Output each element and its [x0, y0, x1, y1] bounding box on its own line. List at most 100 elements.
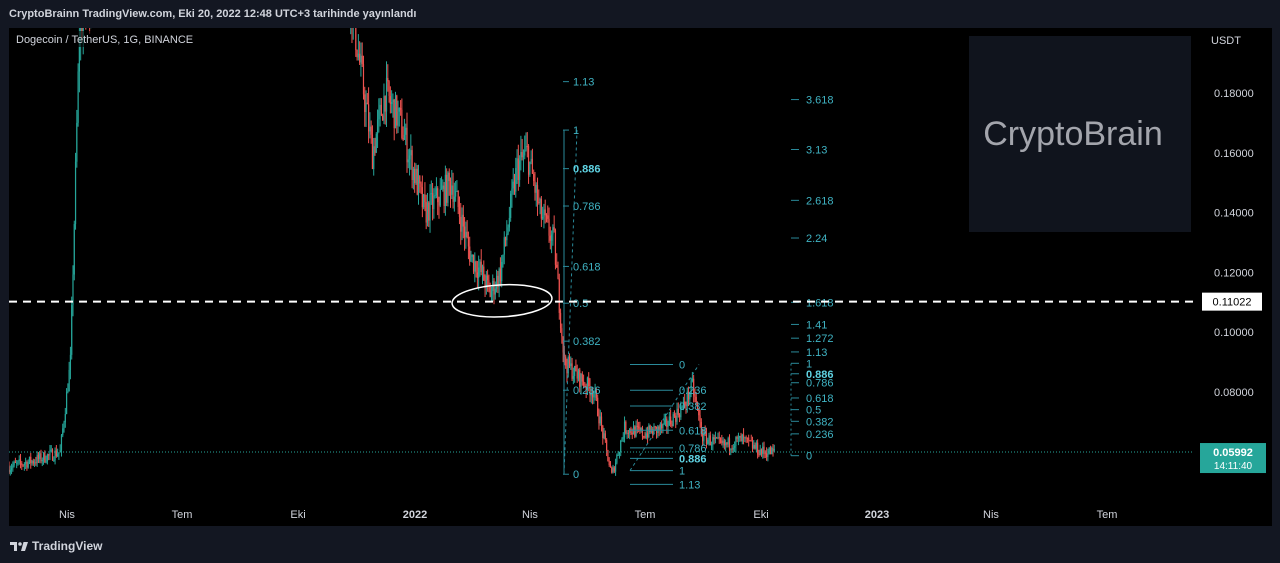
- candle: [723, 438, 725, 450]
- candle: [415, 163, 417, 185]
- candle: [380, 98, 383, 117]
- candle: [371, 125, 374, 170]
- candle: [663, 413, 665, 426]
- candle: [535, 182, 537, 207]
- candle: [389, 86, 391, 114]
- candle: [576, 364, 578, 383]
- price-tick-label: 0.12000: [1214, 267, 1254, 279]
- candle: [609, 461, 612, 468]
- candle: [661, 420, 663, 434]
- candle: [36, 451, 38, 467]
- candle: [524, 135, 526, 160]
- chart-frame[interactable]: 1.13 1 0.886 0.786 0.618 0.5 0.382 0.236 0 3.618 3…: [9, 28, 1272, 526]
- fib-level-label: 0.382: [573, 336, 601, 348]
- candle: [690, 377, 692, 398]
- candle: [603, 427, 605, 440]
- candle: [50, 445, 52, 453]
- candle: [736, 435, 738, 443]
- last-price-label: 0.05992: [1213, 447, 1253, 459]
- candle: [771, 446, 773, 455]
- price-chart[interactable]: 1.1310.8860.7860.6180.50.3820.23603.6183…: [9, 28, 1272, 526]
- candle: [520, 135, 522, 171]
- candle: [360, 42, 362, 77]
- footer: TradingView: [0, 527, 1280, 563]
- tradingview-logo-icon: [10, 542, 28, 552]
- candle: [684, 393, 686, 409]
- fib-level-label: 1.41: [806, 319, 827, 331]
- candle: [682, 396, 685, 411]
- candle: [25, 457, 27, 469]
- candle: [28, 456, 31, 465]
- candle: [392, 93, 394, 118]
- fib-level-label: 0.618: [573, 261, 601, 273]
- fib-level-label: 1.618: [806, 297, 834, 309]
- fib-level-label: 1: [679, 466, 685, 478]
- candle: [44, 450, 46, 464]
- candle: [579, 367, 581, 393]
- candle: [602, 424, 604, 445]
- candle: [626, 430, 628, 439]
- candle: [714, 431, 717, 444]
- candle: [635, 420, 637, 438]
- candle: [379, 97, 381, 127]
- candle: [475, 260, 477, 278]
- candle: [676, 402, 678, 425]
- candle: [442, 179, 444, 192]
- fib-level-label: 0: [806, 451, 812, 463]
- candle: [359, 41, 361, 66]
- candle: [757, 439, 759, 459]
- candle: [457, 190, 459, 215]
- candle: [666, 416, 668, 434]
- support-ellipse-annotation: [451, 283, 553, 318]
- price-tick-label: 0.10000: [1214, 327, 1254, 339]
- last-price-badge: 0.05992 14:11:40: [1200, 443, 1266, 474]
- candle: [531, 148, 534, 174]
- candle: [737, 432, 740, 446]
- candle: [396, 94, 398, 134]
- candle: [618, 451, 621, 459]
- fib-level-label: 0.382: [679, 401, 707, 413]
- candle: [703, 428, 705, 446]
- candle: [698, 407, 700, 421]
- candle: [673, 410, 676, 418]
- candle: [769, 445, 772, 455]
- candle: [734, 441, 736, 452]
- candle: [14, 457, 16, 464]
- fib-level-label: 1.13: [573, 77, 594, 89]
- candle: [74, 152, 77, 230]
- candle: [370, 120, 372, 144]
- candle: [713, 434, 715, 445]
- candle: [55, 445, 57, 458]
- candle: [414, 162, 416, 193]
- candle: [672, 412, 674, 427]
- candle: [530, 150, 532, 165]
- candle: [398, 107, 400, 127]
- candle: [33, 459, 36, 468]
- candle: [681, 405, 683, 410]
- candle: [726, 442, 728, 448]
- candle: [658, 425, 660, 437]
- candle: [745, 435, 747, 443]
- candle: [735, 436, 737, 453]
- fib-level-label: 0.5: [573, 298, 588, 310]
- candle: [65, 388, 68, 415]
- candle: [702, 428, 704, 447]
- candle: [469, 236, 471, 266]
- candle: [10, 463, 13, 475]
- candle: [361, 42, 363, 67]
- tradingview-brand[interactable]: TradingView: [10, 539, 102, 553]
- candle: [511, 179, 513, 208]
- candle: [512, 168, 514, 195]
- fib-level-label: 0.382: [806, 416, 834, 428]
- candle: [767, 448, 769, 462]
- candle: [58, 452, 60, 460]
- candle: [668, 411, 670, 427]
- fib-level-label: 1.13: [679, 479, 700, 491]
- time-tick-label: 2022: [403, 509, 427, 521]
- candle: [522, 149, 525, 173]
- candle: [653, 423, 655, 435]
- candle: [574, 365, 576, 383]
- time-tick-label: Nis: [983, 509, 999, 521]
- candle: [458, 196, 461, 225]
- candle: [725, 439, 727, 452]
